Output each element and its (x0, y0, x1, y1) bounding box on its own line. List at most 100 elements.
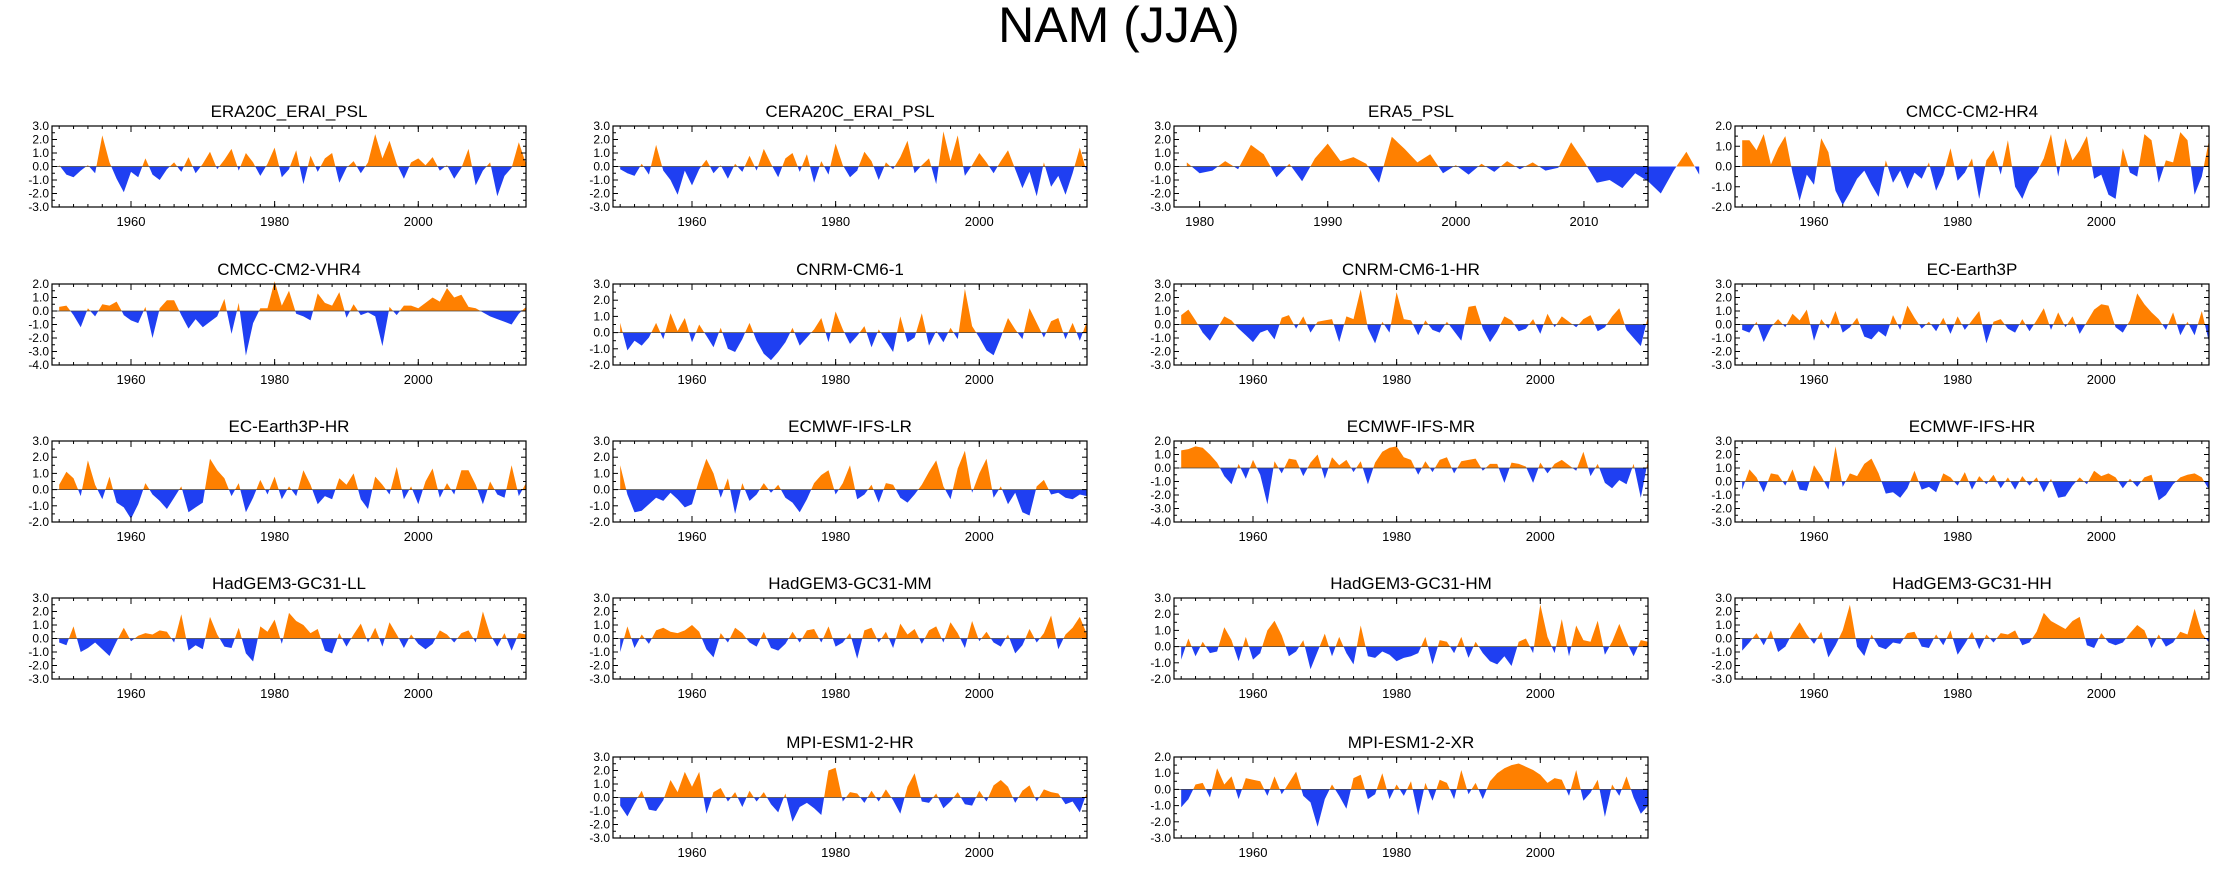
positive-area (256, 480, 265, 490)
y-tick-label: 0.0 (32, 304, 49, 318)
negative-area (59, 639, 69, 646)
negative-area (963, 167, 971, 176)
positive-area (918, 460, 945, 489)
positive-area (1344, 289, 1367, 324)
panel-hadgem3-gc31-ll: HadGEM3-GC31-LL-3.0-2.0-1.00.01.02.03.01… (28, 574, 526, 701)
negative-area (493, 639, 502, 647)
y-tick-label: 1.0 (32, 146, 49, 160)
y-tick-label: 0.0 (593, 160, 610, 174)
y-tick-label: 3.0 (1154, 277, 1171, 291)
panel-title: CMCC-CM2-VHR4 (217, 260, 361, 279)
positive-area (2186, 322, 2189, 325)
panel-title: CERA20C_ERAI_PSL (765, 102, 934, 121)
positive-area (1250, 460, 1257, 468)
y-tick-label: 1.0 (593, 777, 610, 791)
positive-area (999, 486, 1002, 489)
positive-area (921, 158, 932, 166)
negative-area (78, 490, 82, 497)
positive-area (971, 153, 989, 167)
y-tick-label: -2.0 (589, 358, 610, 372)
positive-area (1910, 471, 1919, 482)
negative-area (1544, 468, 1552, 473)
positive-area (391, 467, 402, 490)
negative-area (1939, 639, 1947, 646)
y-tick-label: -1.0 (1711, 180, 1732, 194)
negative-area (279, 490, 288, 500)
negative-area (1365, 789, 1377, 799)
positive-area (1611, 785, 1615, 790)
negative-area (2012, 167, 2040, 199)
x-tick-label: 2000 (2087, 214, 2116, 229)
negative-area (1810, 639, 1817, 644)
positive-area (290, 150, 300, 166)
panel-title: CNRM-CM6-1-HR (1342, 260, 1480, 279)
positive-area (1421, 637, 1428, 647)
positive-area (905, 773, 921, 797)
negative-area (1010, 639, 1026, 654)
negative-area (798, 167, 802, 172)
negative-area (451, 639, 458, 643)
negative-area (472, 167, 487, 186)
y-tick-label: -2.0 (1711, 345, 1732, 359)
negative-area (1840, 325, 1852, 333)
positive-area (1993, 319, 2005, 324)
positive-area (337, 633, 342, 638)
y-tick-label: -2.0 (28, 331, 49, 345)
negative-area (1014, 167, 1043, 197)
positive-area (1622, 776, 1631, 789)
positive-area (1742, 134, 1791, 166)
positive-area (350, 304, 358, 311)
positive-area (1036, 480, 1049, 490)
negative-area (229, 490, 235, 497)
negative-area (412, 490, 423, 505)
negative-area (481, 311, 522, 325)
x-tick-label: 1960 (1239, 529, 1268, 544)
positive-area (1436, 780, 1449, 790)
negative-area (662, 167, 701, 195)
positive-area (1946, 148, 1955, 166)
positive-area (237, 303, 240, 311)
negative-area (1479, 789, 1487, 799)
y-tick-label: 2.0 (32, 277, 49, 291)
y-tick-label: 2.0 (593, 605, 610, 619)
y-tick-label: -3.0 (1711, 358, 1732, 372)
positive-area (389, 307, 393, 311)
positive-area (1474, 642, 1479, 647)
positive-area (651, 145, 662, 167)
positive-area (1377, 773, 1387, 789)
y-tick-label: 1.0 (1715, 461, 1732, 475)
negative-area (1759, 482, 1768, 493)
negative-area (1042, 333, 1047, 338)
positive-area (462, 149, 472, 167)
positive-area (348, 161, 357, 166)
y-tick-label: 1.0 (32, 291, 49, 305)
negative-area (1045, 167, 1074, 195)
negative-area (1181, 647, 1185, 660)
positive-area (144, 307, 147, 311)
y-tick-label: -1.0 (589, 645, 610, 659)
panel-cmcc-cm2-vhr4: CMCC-CM2-VHR4-4.0-3.0-2.0-1.00.01.02.019… (28, 260, 526, 387)
positive-area (488, 482, 495, 490)
positive-area (1472, 783, 1479, 790)
positive-area (696, 459, 718, 490)
negative-area (1329, 647, 1336, 657)
positive-area (1839, 605, 1856, 639)
x-tick-label: 2000 (965, 214, 994, 229)
positive-area (1025, 629, 1034, 639)
y-tick-label: 3.0 (593, 277, 610, 291)
negative-area (111, 167, 142, 193)
negative-area (1842, 482, 1846, 487)
positive-area (916, 313, 926, 332)
negative-area (1322, 468, 1329, 479)
negative-area (1997, 482, 2005, 489)
positive-area (774, 485, 781, 490)
positive-area (1969, 311, 1982, 325)
positive-area (1870, 635, 1874, 639)
positive-area (1336, 637, 1344, 647)
negative-area (379, 639, 385, 647)
positive-area (2204, 140, 2209, 166)
negative-area (312, 490, 335, 505)
negative-area (1301, 789, 1329, 826)
positive-area (219, 149, 237, 167)
negative-area (1061, 798, 1085, 813)
